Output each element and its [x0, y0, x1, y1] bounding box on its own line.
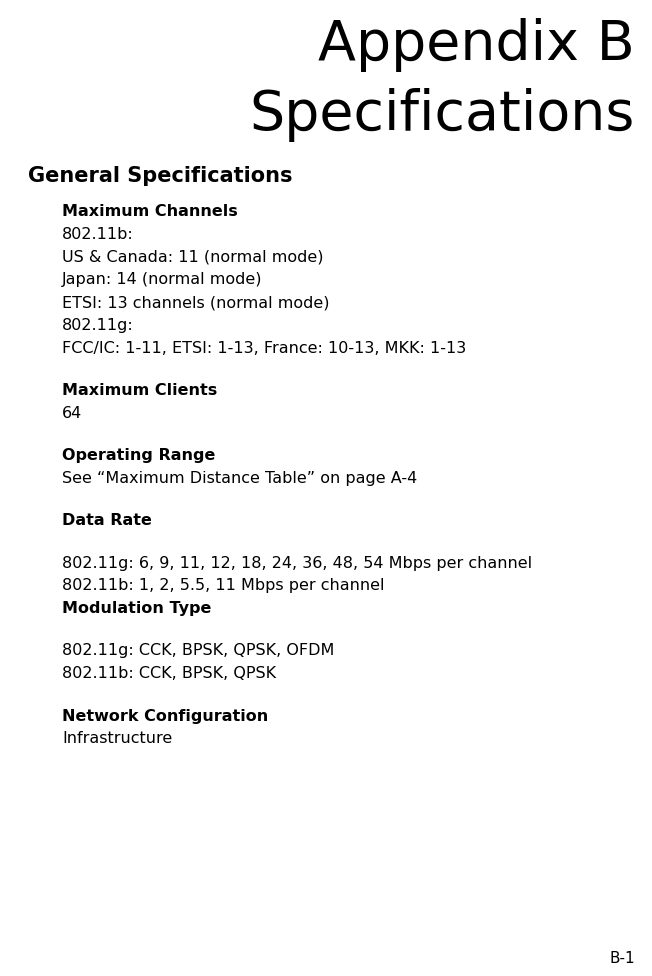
Text: 802.11g: 6, 9, 11, 12, 18, 24, 36, 48, 54 Mbps per channel: 802.11g: 6, 9, 11, 12, 18, 24, 36, 48, 5…	[62, 555, 532, 571]
Text: 802.11b:: 802.11b:	[62, 226, 134, 242]
Text: Network Configuration: Network Configuration	[62, 709, 268, 723]
Text: Japan: 14 (normal mode): Japan: 14 (normal mode)	[62, 272, 263, 287]
Text: Infrastructure: Infrastructure	[62, 731, 172, 747]
Text: 64: 64	[62, 406, 82, 421]
Text: Modulation Type: Modulation Type	[62, 601, 211, 616]
Text: Data Rate: Data Rate	[62, 513, 152, 528]
Text: Operating Range: Operating Range	[62, 448, 215, 464]
Text: B-1: B-1	[610, 951, 635, 966]
Text: Specifications: Specifications	[250, 88, 635, 142]
Text: 802.11b: 1, 2, 5.5, 11 Mbps per channel: 802.11b: 1, 2, 5.5, 11 Mbps per channel	[62, 579, 385, 593]
Text: See “Maximum Distance Table” on page A-4: See “Maximum Distance Table” on page A-4	[62, 471, 417, 486]
Text: 802.11g:: 802.11g:	[62, 318, 134, 333]
Text: US & Canada: 11 (normal mode): US & Canada: 11 (normal mode)	[62, 250, 323, 264]
Text: Maximum Channels: Maximum Channels	[62, 204, 238, 219]
Text: General Specifications: General Specifications	[28, 166, 293, 186]
Text: 802.11b: CCK, BPSK, QPSK: 802.11b: CCK, BPSK, QPSK	[62, 667, 276, 681]
Text: FCC/IC: 1-11, ETSI: 1-13, France: 10-13, MKK: 1-13: FCC/IC: 1-11, ETSI: 1-13, France: 10-13,…	[62, 341, 466, 356]
Text: ETSI: 13 channels (normal mode): ETSI: 13 channels (normal mode)	[62, 295, 329, 310]
Text: Appendix B: Appendix B	[318, 18, 635, 72]
Text: 802.11g: CCK, BPSK, QPSK, OFDM: 802.11g: CCK, BPSK, QPSK, OFDM	[62, 643, 334, 659]
Text: Maximum Clients: Maximum Clients	[62, 384, 217, 398]
